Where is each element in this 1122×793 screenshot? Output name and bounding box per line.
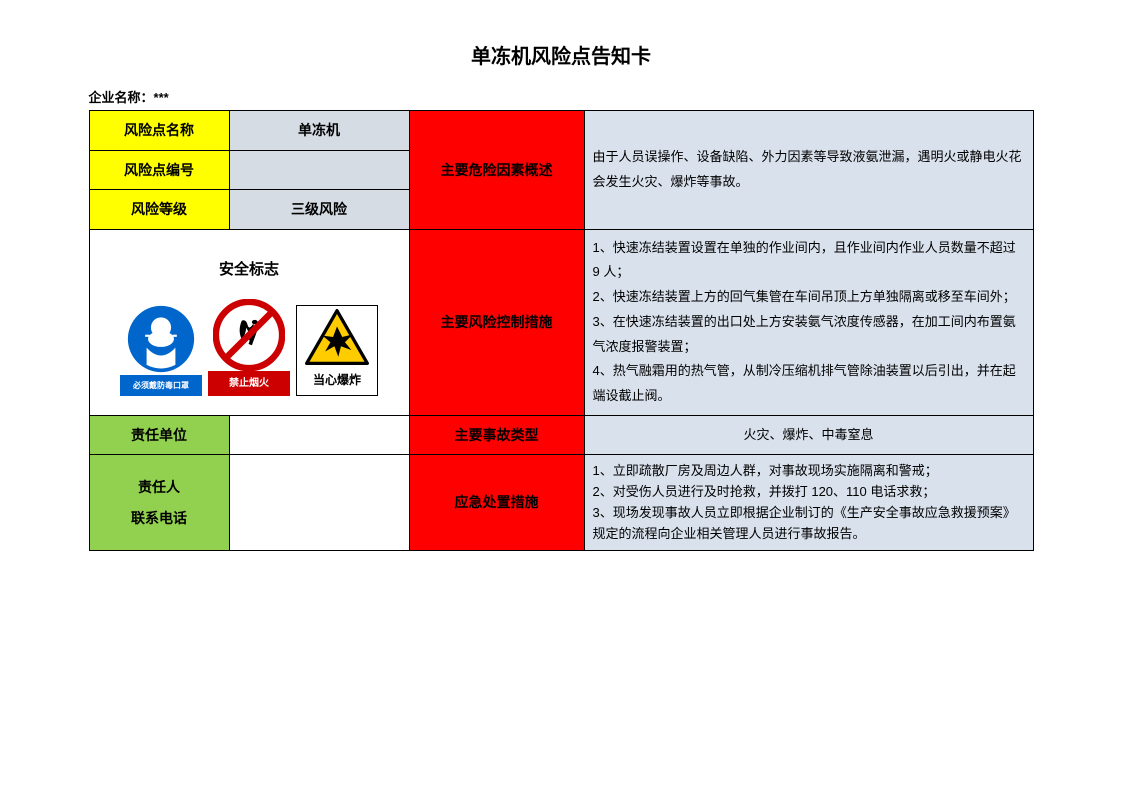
no-fire-sign: 禁止烟火 <box>208 299 290 396</box>
value-risk-level: 三级风险 <box>229 190 409 230</box>
label-accident-types: 主要事故类型 <box>409 415 584 455</box>
label-hazard-summary: 主要危险因素概述 <box>409 111 584 230</box>
safety-signs-cell: 安全标志 必须戴防毒口罩 <box>89 229 409 415</box>
label-control-measures: 主要风险控制措施 <box>409 229 584 415</box>
label-risk-level: 风险等级 <box>89 190 229 230</box>
label-safety-signs: 安全标志 <box>98 256 401 285</box>
company-prefix: 企业名称： <box>89 90 154 105</box>
company-value: *** <box>154 90 169 105</box>
value-responsible-unit <box>229 415 409 455</box>
no-fire-sign-caption: 禁止烟火 <box>208 371 290 396</box>
card-title: 单冻机风险点告知卡 <box>89 40 1034 69</box>
label-emergency-measures: 应急处置措施 <box>409 455 584 551</box>
risk-card: 单冻机风险点告知卡 企业名称：*** 风险点名称 单冻机 主要危险因素概述 由于… <box>89 40 1034 551</box>
explosion-sign: 当心爆炸 <box>296 305 378 396</box>
label-responsible-person: 责任人 <box>98 472 221 503</box>
value-accident-types: 火灾、爆炸、中毒窒息 <box>584 415 1033 455</box>
value-risk-point-name: 单冻机 <box>229 111 409 151</box>
mask-icon <box>125 303 197 375</box>
value-responsible-contact <box>229 455 409 551</box>
table-row: 责任单位 主要事故类型 火灾、爆炸、中毒窒息 <box>89 415 1033 455</box>
label-risk-point-name: 风险点名称 <box>89 111 229 151</box>
table-row: 责任人 联系电话 应急处置措施 1、立即疏散厂房及周边人群，对事故现场实施隔离和… <box>89 455 1033 551</box>
mask-sign: 必须戴防毒口罩 <box>120 303 202 396</box>
value-control-measures: 1、快速冻结装置设置在单独的作业间内，且作业间内作业人员数量不超过 9 人； 2… <box>584 229 1033 415</box>
value-emergency-measures: 1、立即疏散厂房及周边人群，对事故现场实施隔离和警戒； 2、对受伤人员进行及时抢… <box>584 455 1033 551</box>
table-row: 安全标志 必须戴防毒口罩 <box>89 229 1033 415</box>
label-responsible-contact: 责任人 联系电话 <box>89 455 229 551</box>
label-contact-phone: 联系电话 <box>98 503 221 534</box>
mask-sign-caption: 必须戴防毒口罩 <box>120 375 202 396</box>
explosion-sign-caption: 当心爆炸 <box>299 366 375 395</box>
no-fire-icon <box>213 299 285 371</box>
explosion-icon <box>304 308 370 366</box>
table-row: 风险点名称 单冻机 主要危险因素概述 由于人员误操作、设备缺陷、外力因素等导致液… <box>89 111 1033 151</box>
risk-table: 风险点名称 单冻机 主要危险因素概述 由于人员误操作、设备缺陷、外力因素等导致液… <box>89 110 1034 551</box>
value-hazard-summary: 由于人员误操作、设备缺陷、外力因素等导致液氨泄漏，遇明火或静电火花会发生火灾、爆… <box>584 111 1033 230</box>
signs-row: 必须戴防毒口罩 禁止烟火 <box>98 299 401 396</box>
company-line: 企业名称：*** <box>89 87 1034 106</box>
value-risk-point-code <box>229 150 409 190</box>
label-responsible-unit: 责任单位 <box>89 415 229 455</box>
label-risk-point-code: 风险点编号 <box>89 150 229 190</box>
